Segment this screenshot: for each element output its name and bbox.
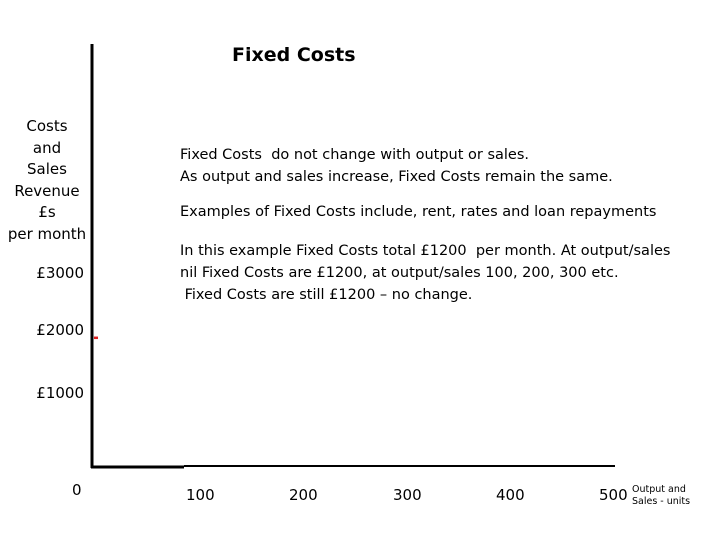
x-axis-label-line: Sales - units (632, 496, 691, 507)
note-paragraph: Examples of Fixed Costs include, rent, r… (180, 204, 657, 220)
y-tick-label: £3000 (36, 264, 84, 282)
y-tick-label: £2000 (36, 321, 84, 339)
note-paragraph: In this example Fixed Costs total £1200 … (180, 243, 671, 303)
x-tick-label: 100 (186, 486, 215, 504)
y-tick-label: £1000 (36, 384, 84, 402)
x-tick-label: 200 (289, 486, 318, 504)
x-axis-label: Output and Sales - units (632, 484, 690, 508)
x-tick-label: 400 (496, 486, 525, 504)
y-axis-label-line: Sales (27, 160, 67, 178)
y-axis-label-line: Revenue (14, 181, 80, 200)
y-axis-label: Costs and Sales Revenue £s per month (2, 116, 92, 245)
x-tick-label: 300 (393, 486, 422, 504)
x-tick-label: 0 (72, 481, 82, 499)
y-axis-label-line: £s (38, 203, 56, 221)
note-paragraph: Fixed Costs do not change with output or… (180, 147, 613, 185)
y-axis-label-line: and (32, 138, 62, 157)
y-axis-label-line: Costs (26, 117, 68, 135)
x-tick-label: 500 (599, 486, 628, 504)
x-axis-label-line: Output and (632, 484, 686, 495)
chart-title: Fixed Costs (232, 44, 356, 66)
y-axis-label-line: per month (7, 224, 87, 243)
